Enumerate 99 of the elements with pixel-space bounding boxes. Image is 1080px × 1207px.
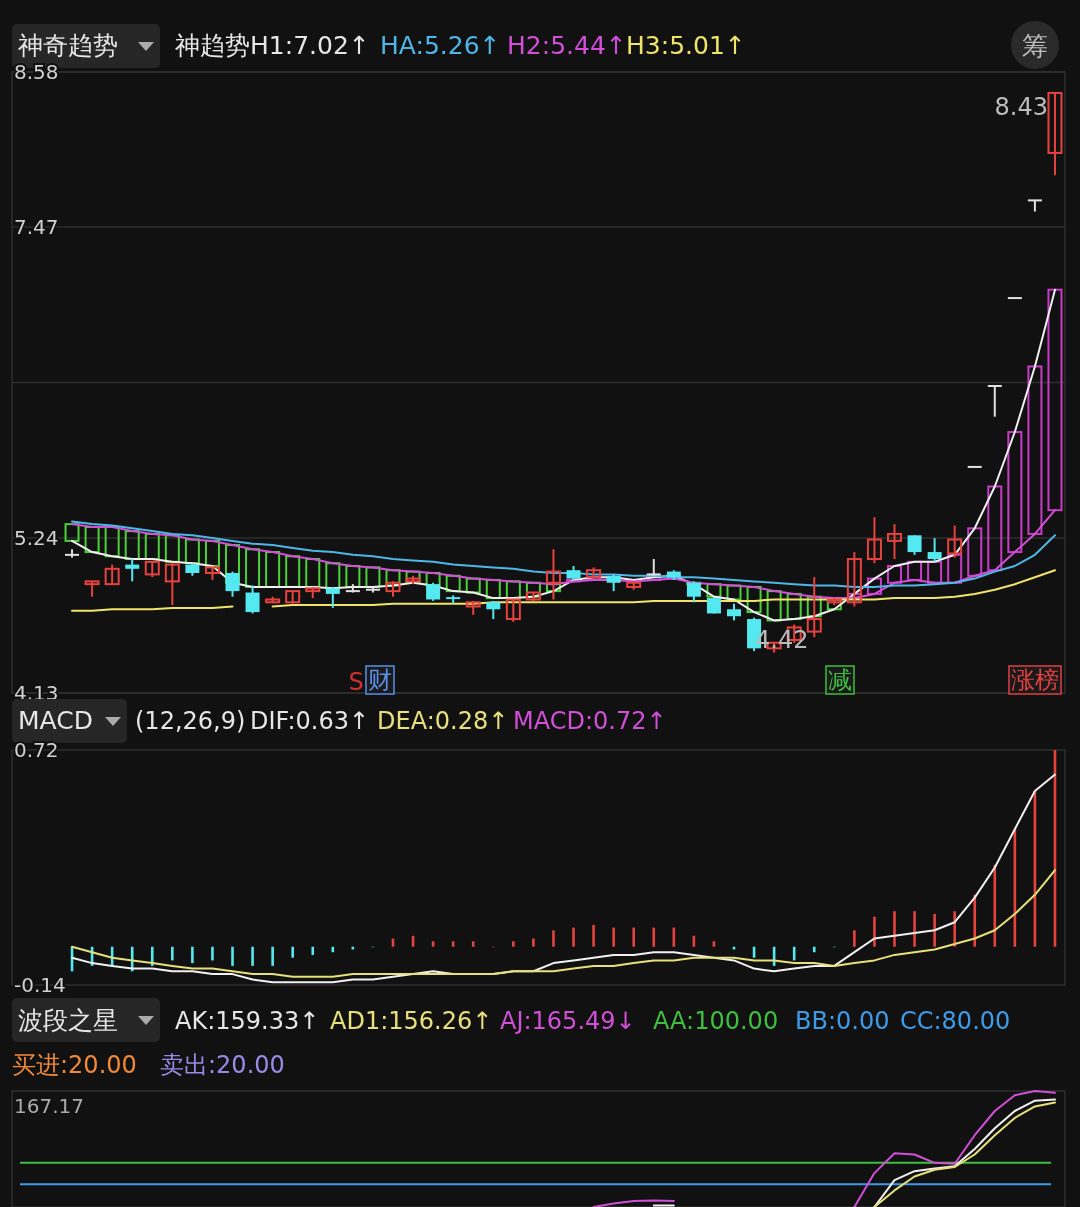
bar	[311, 946, 315, 955]
bar	[471, 941, 475, 947]
bar	[806, 595, 822, 618]
bar	[271, 946, 274, 966]
bar	[231, 946, 234, 966]
text: CC:80.00	[900, 1007, 1011, 1035]
line-series	[71, 773, 1056, 984]
bar	[612, 927, 615, 947]
annotation: 涨榜	[1011, 666, 1059, 694]
candlestick	[907, 534, 922, 556]
line-series	[71, 869, 1056, 978]
bar	[204, 539, 220, 568]
bar	[425, 571, 441, 587]
bar	[913, 911, 916, 947]
candlestick	[486, 599, 501, 621]
y-tick-label: -0.14	[14, 973, 66, 997]
text: BB:0.00	[795, 1007, 890, 1035]
chart-title: MACD	[18, 706, 93, 735]
bar	[144, 532, 160, 561]
y-tick-label: 0.72	[14, 738, 59, 762]
text: 买进:20.00	[12, 1051, 137, 1079]
bar	[933, 913, 936, 947]
bar	[786, 592, 802, 621]
annotation: S	[348, 668, 364, 696]
bar	[445, 574, 461, 593]
candlestick	[886, 523, 902, 561]
text: AD1:156.26↑	[330, 1007, 493, 1035]
text: H3:5.01↑	[626, 31, 746, 60]
text: (12,26,9)	[135, 707, 246, 735]
y-tick-label: 7.47	[14, 214, 59, 239]
annotation: 167.17	[14, 1094, 84, 1118]
candlestick	[806, 576, 822, 639]
bar	[746, 585, 762, 614]
bar	[886, 565, 902, 584]
bar	[191, 946, 194, 964]
bar	[1027, 365, 1043, 535]
bar	[1047, 288, 1063, 512]
text: 卖出:20.00	[160, 1051, 285, 1079]
bar	[652, 927, 656, 947]
y-tick-label: 8.58	[14, 60, 59, 84]
candlestick	[866, 516, 882, 565]
text: DEA:0.28↑	[377, 707, 509, 735]
bar	[465, 577, 481, 594]
bar	[251, 946, 254, 966]
bar	[812, 946, 816, 953]
bar	[572, 927, 575, 947]
bar	[907, 560, 923, 581]
y-tick-label: 5.24	[14, 526, 59, 551]
bar	[866, 577, 882, 595]
bar	[291, 946, 294, 958]
bar	[632, 927, 636, 947]
bar	[104, 525, 120, 558]
candlestick	[987, 384, 1002, 418]
bar	[993, 864, 997, 947]
bar	[592, 924, 595, 947]
bar	[947, 553, 963, 584]
annotation: 财	[368, 666, 392, 694]
bar	[211, 946, 214, 961]
text: 神趋势H1:7.02↑	[175, 31, 370, 60]
text: AA:100.00	[653, 1007, 779, 1035]
bar	[766, 590, 782, 622]
bar	[1007, 431, 1023, 554]
bar	[124, 530, 140, 561]
candlestick	[1027, 199, 1042, 213]
text: HA:5.26↑	[380, 31, 501, 60]
bar	[64, 523, 80, 542]
bar	[505, 580, 521, 600]
bar	[967, 527, 983, 577]
text: H2:5.44↑	[507, 31, 627, 60]
line-series	[71, 520, 1056, 588]
bar	[532, 938, 535, 947]
text: DIF:0.63↑	[250, 707, 370, 735]
chart-title: 波段之星	[18, 1006, 118, 1035]
text: AJ:165.49↓	[500, 1007, 636, 1035]
candlestick	[646, 558, 661, 577]
text: AK:159.33↑	[175, 1007, 320, 1035]
bar	[285, 555, 301, 588]
annotation: 减	[828, 666, 852, 694]
line-series	[71, 509, 1056, 600]
bar	[987, 485, 1003, 572]
candlestick	[1047, 91, 1063, 177]
text: 筹	[1022, 31, 1048, 61]
bar	[245, 548, 261, 588]
bar	[265, 551, 281, 588]
bar	[726, 584, 742, 601]
bar	[305, 558, 321, 588]
bar	[853, 930, 856, 947]
chart-title: 神奇趋势	[18, 31, 118, 60]
text: MACD:0.72↑	[513, 707, 667, 735]
candlestick	[164, 562, 180, 607]
candlestick	[104, 563, 120, 586]
bar	[873, 916, 876, 947]
bar	[552, 930, 555, 947]
bar	[84, 525, 100, 554]
bar	[512, 941, 515, 947]
bar	[405, 570, 421, 584]
annotation: 8.43	[994, 93, 1048, 121]
bar	[893, 911, 896, 947]
bar	[171, 946, 174, 961]
